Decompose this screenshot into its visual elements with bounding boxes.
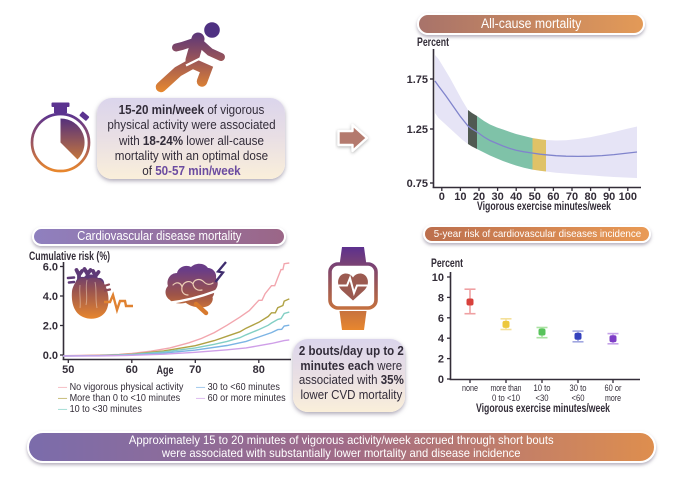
- svg-text:<30: <30: [536, 393, 549, 403]
- svg-text:70: 70: [566, 191, 578, 203]
- svg-text:8: 8: [438, 292, 444, 304]
- svg-text:50: 50: [529, 191, 541, 203]
- svg-text:4: 4: [438, 333, 445, 345]
- svg-text:Age: Age: [157, 365, 174, 377]
- svg-text:80: 80: [584, 191, 596, 203]
- svg-text:70: 70: [189, 364, 201, 376]
- svg-text:6: 6: [438, 313, 444, 325]
- svg-text:0.0: 0.0: [43, 350, 58, 362]
- svg-text:30: 30: [491, 191, 503, 203]
- svg-text:0: 0: [439, 191, 445, 203]
- svg-text:0 to <10: 0 to <10: [492, 393, 520, 403]
- svg-text:none: none: [462, 383, 478, 393]
- svg-text:50: 50: [62, 364, 74, 376]
- svg-text:0.75: 0.75: [407, 178, 428, 190]
- svg-text:Cumulative risk (%): Cumulative risk (%): [29, 251, 110, 263]
- svg-text:60 or: 60 or: [605, 383, 622, 393]
- svg-text:60: 60: [547, 191, 559, 203]
- svg-text:40: 40: [510, 191, 522, 203]
- svg-text:60: 60: [126, 364, 138, 376]
- svg-text:Vigorous exercise minutes/week: Vigorous exercise minutes/week: [477, 199, 611, 213]
- svg-text:10 to: 10 to: [534, 383, 551, 393]
- svg-text:Vigorous exercise minutes/week: Vigorous exercise minutes/week: [476, 401, 610, 415]
- svg-text:30 to: 30 to: [570, 383, 587, 393]
- svg-text:Percent: Percent: [417, 37, 449, 49]
- svg-text:10: 10: [432, 272, 444, 284]
- svg-text:1.75: 1.75: [407, 74, 428, 86]
- svg-text:0: 0: [438, 374, 444, 386]
- svg-text:4.0: 4.0: [43, 291, 58, 303]
- svg-text:100: 100: [619, 191, 637, 203]
- svg-text:more: more: [605, 393, 621, 403]
- svg-text:80: 80: [253, 364, 265, 376]
- svg-text:2.0: 2.0: [43, 321, 58, 333]
- svg-text:6.0: 6.0: [43, 262, 58, 274]
- svg-text:more than: more than: [491, 383, 522, 393]
- svg-text:<60: <60: [572, 393, 585, 403]
- svg-text:Percent: Percent: [431, 258, 463, 270]
- svg-text:2: 2: [438, 354, 444, 366]
- svg-text:1.25: 1.25: [407, 124, 428, 136]
- svg-text:20: 20: [473, 191, 485, 203]
- svg-text:90: 90: [603, 191, 615, 203]
- svg-text:10: 10: [454, 191, 466, 203]
